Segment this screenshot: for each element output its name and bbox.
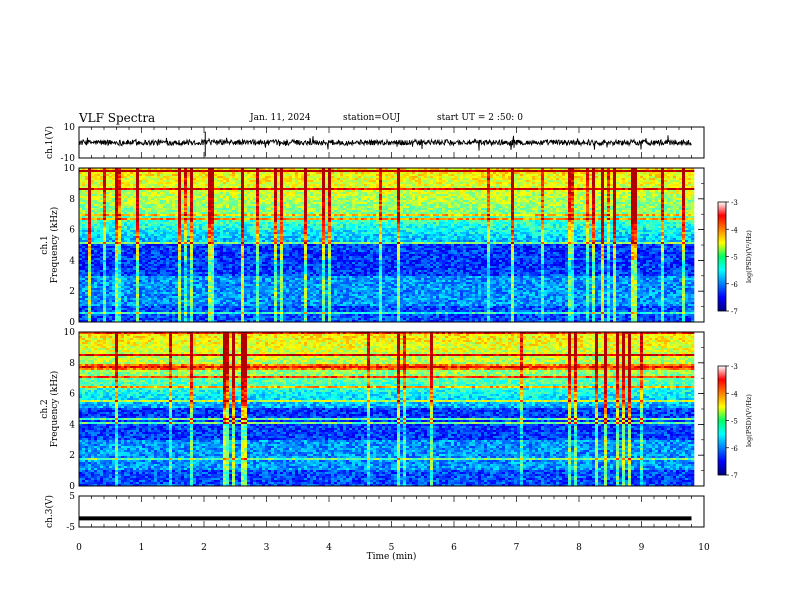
y-axis-label: ch.2	[40, 399, 50, 418]
ytick-label: 5	[69, 492, 75, 502]
ytick-label: -5	[66, 523, 75, 533]
panel-waveform-ch3: 5 -5 ch.3(V)	[44, 492, 704, 533]
ytick-label: 4	[69, 420, 75, 430]
panel-waveform-ch1: 10 -10 ch.1(V)	[44, 123, 704, 164]
xtick-label: 0	[76, 543, 82, 553]
ytick-label: 4	[69, 256, 75, 266]
y-axis-label: ch.3(V)	[44, 495, 55, 528]
colorbar-spectrogram-ch1: -3 -4 -5 -6 -7 log(PSD)(V²/Hz)	[718, 199, 753, 316]
colorbar-tick-label: -5	[731, 418, 738, 426]
y-axis-label: Frequency (kHz)	[49, 207, 60, 284]
colorbar-tick-label: -6	[731, 281, 738, 289]
colorbar-label: log(PSD)(V²/Hz)	[745, 394, 753, 447]
ytick-label: 2	[69, 451, 75, 461]
spectrogram-cells	[79, 332, 694, 486]
colorbar-scale	[718, 202, 726, 311]
ytick-label: 6	[69, 390, 75, 400]
ytick-label: 0	[69, 318, 75, 328]
y-axis-label: Frequency (kHz)	[49, 371, 60, 448]
xtick-label: 10	[698, 543, 710, 553]
colorbar-tick-label: -6	[731, 445, 738, 453]
colorbar-tick-label: -7	[731, 308, 738, 316]
xtick-label: 1	[139, 543, 145, 553]
ytick-label: 6	[69, 226, 75, 236]
ytick-label: 8	[69, 359, 75, 369]
xtick-label: 4	[326, 543, 332, 553]
colorbar-spectrogram-ch2: -3 -4 -5 -6 -7 log(PSD)(V²/Hz)	[718, 363, 753, 480]
colorbar-tick-label: -4	[731, 226, 738, 234]
ytick-label: 10	[64, 123, 76, 133]
colorbar-tick-label: -7	[731, 472, 738, 480]
ytick-label: -10	[61, 154, 76, 164]
xtick-label: 9	[639, 543, 645, 553]
xtick-label: 7	[514, 543, 520, 553]
colorbar-tick-label: -4	[731, 390, 738, 398]
y-axis-label: ch.1(V)	[44, 126, 55, 159]
ytick-label: 8	[69, 195, 75, 205]
colorbar-scale	[718, 366, 726, 475]
xtick-label: 8	[576, 543, 582, 553]
spectrogram-cells	[79, 168, 694, 322]
panel-spectrogram-ch2: 0 2 4 6 8 10 ch.2 Frequency (kHz) -3 -4 -5 -6 -7 log(…	[40, 328, 753, 492]
ytick-label: 0	[69, 482, 75, 492]
colorbar-tick-label: -3	[731, 199, 738, 207]
xtick-label: 3	[264, 543, 270, 553]
ytick-label: 10	[64, 164, 76, 174]
xtick-label: 2	[201, 543, 207, 553]
xtick-label: 6	[451, 543, 457, 553]
ch1-trace	[79, 135, 692, 150]
ytick-label: 10	[64, 328, 76, 338]
colorbar-label: log(PSD)(V²/Hz)	[745, 230, 753, 283]
colorbar-tick-label: -5	[731, 254, 738, 262]
panel-spectrogram-ch1: 0 2 4 6 8 10 ch.1 Frequency (kHz) -3 -4 -5 -6 -7 log(…	[40, 164, 753, 328]
x-axis-label: Time (min)	[367, 551, 417, 562]
colorbar-tick-label: -3	[731, 363, 738, 371]
y-axis-label: ch.1	[40, 235, 50, 254]
ytick-label: 2	[69, 287, 75, 297]
